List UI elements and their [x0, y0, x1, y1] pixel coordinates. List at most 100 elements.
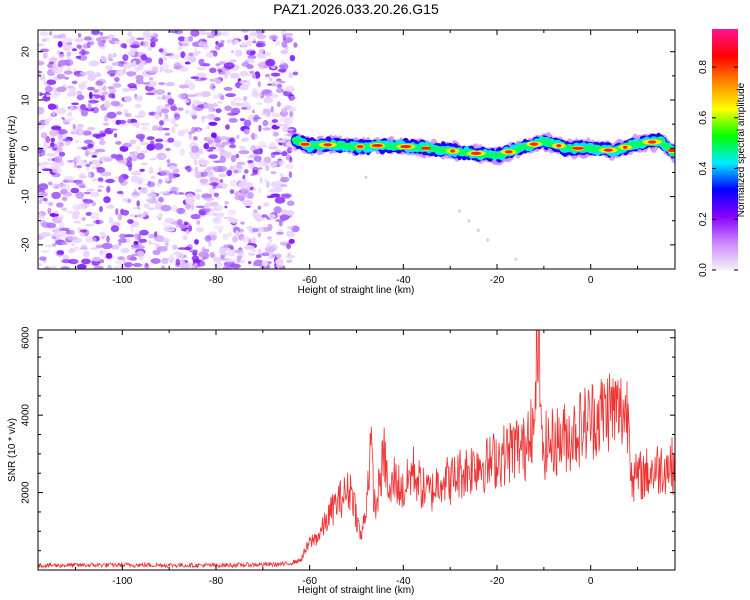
- noise-blob: [241, 30, 249, 33]
- noise-blob: [257, 248, 262, 252]
- snr-series-line: [38, 330, 675, 569]
- noise-blob: [156, 96, 162, 100]
- noise-blob: [270, 171, 277, 175]
- noise-blob: [85, 163, 91, 167]
- noise-blob: [206, 114, 216, 120]
- noise-blob: [97, 189, 102, 192]
- noise-blob: [170, 186, 178, 194]
- noise-blob: [124, 262, 133, 268]
- noise-blob: [276, 83, 283, 89]
- noise-blob: [228, 144, 237, 149]
- noise-blob: [76, 94, 85, 101]
- noise-blob: [155, 215, 163, 219]
- noise-blob: [57, 250, 64, 255]
- noise-blob: [146, 80, 158, 88]
- noise-blob: [203, 103, 214, 109]
- noise-blob: [69, 230, 76, 235]
- noise-blob: [268, 239, 273, 243]
- noise-blob: [135, 74, 144, 81]
- noise-blob: [269, 34, 279, 41]
- noise-blob: [193, 159, 198, 166]
- noise-blob: [203, 142, 210, 150]
- noise-blob: [221, 141, 230, 146]
- noise-blob: [48, 61, 55, 65]
- noise-blob: [258, 48, 265, 54]
- noise-blob: [199, 158, 205, 164]
- noise-blob: [87, 143, 94, 148]
- noise-blob: [270, 72, 281, 77]
- colorbar-tick-label: 0.8: [698, 60, 709, 74]
- noise-blob: [46, 94, 50, 98]
- noise-blob: [127, 50, 136, 57]
- noise-blob: [267, 213, 277, 220]
- spectrogram-x-tick-label: -60: [302, 275, 317, 286]
- noise-blob: [110, 54, 116, 59]
- noise-blob: [271, 119, 279, 123]
- noise-blob: [214, 225, 225, 230]
- noise-blob: [293, 42, 298, 48]
- noise-blob: [247, 55, 257, 60]
- noise-blob: [161, 258, 169, 265]
- noise-blob: [92, 133, 100, 138]
- noise-blob: [107, 86, 115, 90]
- noise-blob: [60, 241, 69, 246]
- noise-blob: [38, 107, 45, 115]
- noise-blob: [188, 249, 199, 253]
- noise-blob: [140, 54, 148, 61]
- snr-y-tick-label: 4000: [21, 404, 32, 427]
- noise-blob: [204, 203, 211, 208]
- ridge-peak: [572, 146, 584, 150]
- snr-y-label: SNR (10 * v/v): [7, 418, 18, 482]
- noise-blob: [98, 86, 103, 92]
- noise-blob: [257, 205, 262, 210]
- noise-blob: [275, 160, 286, 163]
- noise-blob: [69, 105, 74, 109]
- noise-blob: [72, 123, 76, 129]
- noise-blob: [268, 252, 276, 259]
- noise-blob: [263, 156, 272, 164]
- noise-blob: [62, 118, 67, 125]
- noise-blob: [195, 227, 205, 233]
- noise-blob: [96, 219, 100, 225]
- snr-x-tick-label: -100: [112, 576, 132, 587]
- noise-blob: [247, 191, 254, 200]
- noise-blob: [292, 71, 299, 76]
- noise-blob: [51, 93, 58, 99]
- noise-blob: [192, 259, 201, 263]
- noise-blob: [51, 125, 62, 131]
- noise-blob: [89, 41, 95, 46]
- noise-blob: [39, 256, 47, 261]
- noise-blob: [258, 167, 263, 170]
- ridge-peak: [623, 145, 628, 149]
- noise-blob: [194, 239, 199, 245]
- noise-blob: [122, 142, 132, 148]
- noise-blob: [277, 101, 281, 108]
- noise-blob: [158, 58, 164, 65]
- noise-blob: [257, 232, 262, 238]
- noise-blob: [223, 62, 235, 70]
- spectrogram-x-tick-label: -80: [209, 275, 224, 286]
- noise-blob: [270, 105, 274, 113]
- ridge-peak: [300, 142, 310, 146]
- noise-blob: [146, 136, 155, 141]
- noise-blob: [206, 136, 214, 140]
- spectrogram-y-tick-label: 0: [21, 145, 32, 151]
- noise-blob: [132, 194, 139, 199]
- noise-blob: [243, 119, 252, 128]
- noise-blob: [157, 126, 164, 131]
- snr-x-tick-label: -80: [209, 576, 224, 587]
- noise-blob: [91, 178, 98, 182]
- noise-blob: [38, 199, 43, 204]
- noise-blob: [201, 116, 207, 119]
- noise-blob: [103, 157, 113, 162]
- noise-blob: [160, 170, 171, 176]
- noise-blob: [76, 263, 87, 269]
- noise-blob: [122, 175, 129, 179]
- noise-blob: [127, 31, 133, 37]
- noise-blob: [154, 231, 158, 238]
- noise-blob: [164, 132, 171, 136]
- noise-blob: [89, 91, 93, 99]
- noise-blob: [48, 115, 52, 122]
- noise-blob: [164, 228, 176, 232]
- noise-blob: [281, 194, 291, 199]
